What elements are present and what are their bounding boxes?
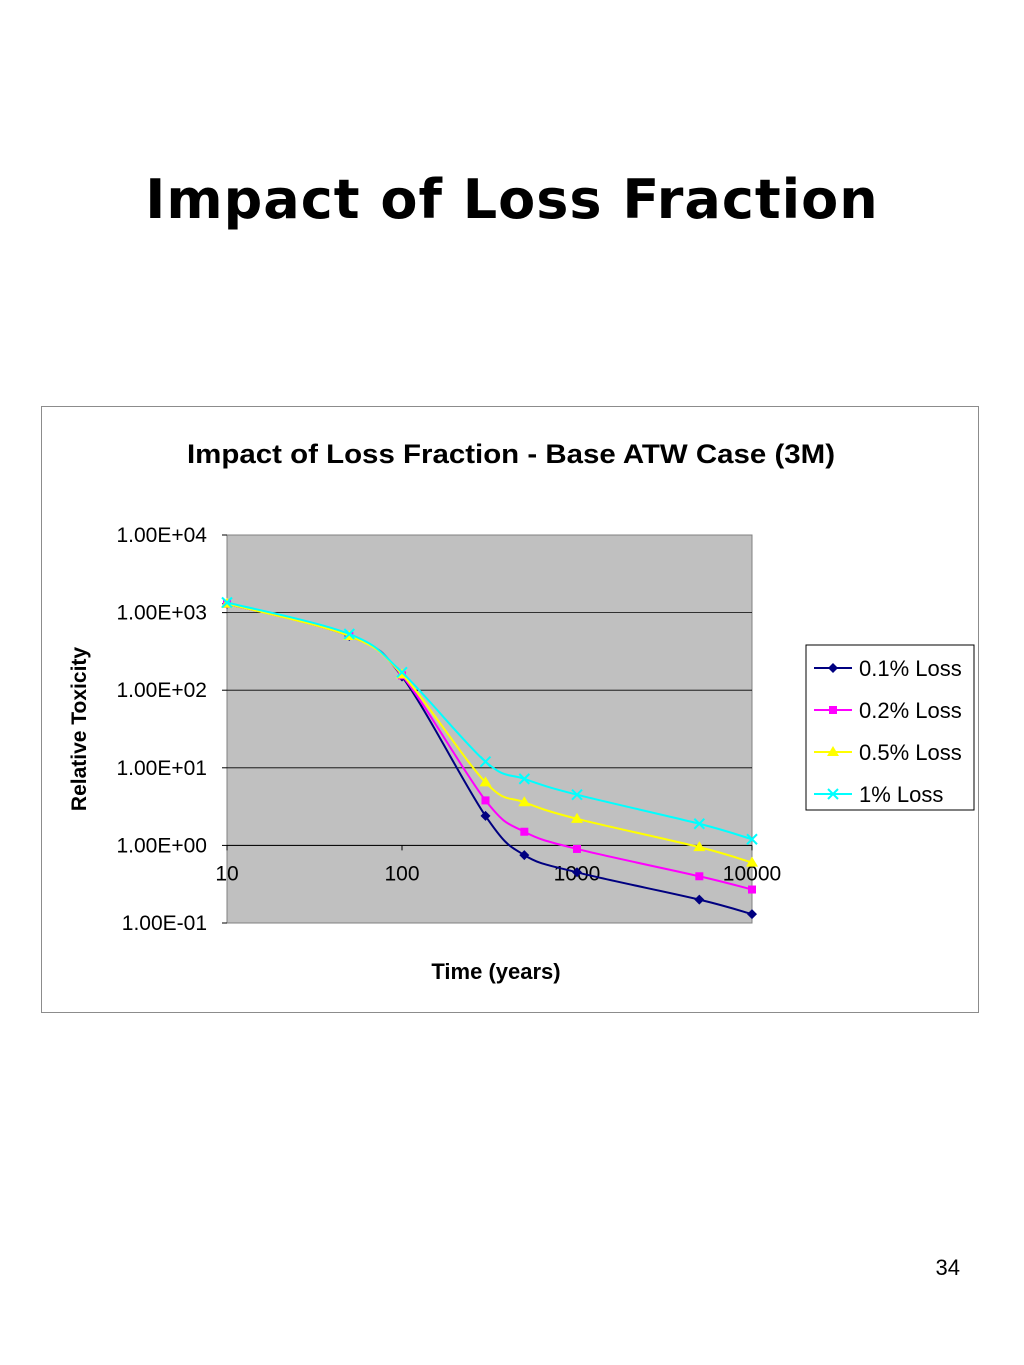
x-tick-label: 10	[215, 862, 238, 885]
x-tick-label: 100	[384, 862, 419, 885]
chart-title: Impact of Loss Fraction - Base ATW Case …	[187, 439, 835, 469]
data-point-series-2	[695, 872, 704, 881]
legend-swatch-marker	[829, 706, 837, 714]
y-tick-label: 1.00E-01	[122, 912, 207, 935]
legend-label: 0.2% Loss	[859, 698, 962, 723]
legend-label: 0.1% Loss	[859, 656, 962, 681]
data-point-series-3	[571, 812, 583, 823]
page-number: 34	[935, 1255, 960, 1280]
data-point-series-4	[221, 596, 233, 609]
legend-label: 1% Loss	[859, 782, 943, 807]
data-point-series-2	[748, 885, 756, 894]
legend-box	[805, 644, 975, 811]
plot-area	[226, 534, 753, 924]
data-point-series-1	[747, 909, 757, 920]
data-point-series-2	[481, 796, 490, 805]
data-point-series-3	[479, 776, 492, 787]
data-point-series-4	[693, 818, 706, 830]
legend-label: 0.5% Loss	[859, 740, 962, 765]
data-point-series-4	[396, 666, 408, 679]
data-point-series-1	[480, 810, 491, 821]
chart-container: Impact of Loss Fraction - Base ATW Case …	[41, 406, 979, 1013]
data-point-series-1	[572, 867, 582, 878]
data-point-series-4	[479, 755, 492, 768]
data-point-series-1	[694, 894, 705, 905]
data-point-series-3	[518, 796, 531, 807]
data-point-series-4	[746, 833, 758, 845]
data-point-series-3	[693, 841, 706, 852]
legend-swatch-marker	[827, 746, 839, 756]
x-axis-title: Time (years)	[431, 959, 560, 984]
y-tick-label: 1.00E+01	[116, 757, 207, 780]
y-tick-label: 1.00E+00	[116, 834, 207, 857]
data-point-series-2	[520, 827, 529, 836]
x-tick-label: 10000	[723, 862, 781, 885]
y-axis-title: Relative Toxicity	[68, 647, 91, 811]
legend-swatch-marker	[827, 788, 839, 800]
slide-title: Impact of Loss Fraction	[145, 168, 879, 231]
y-tick-label: 1.00E+04	[116, 524, 207, 547]
y-tick-label: 1.00E+02	[116, 679, 207, 702]
data-point-series-1	[519, 850, 530, 861]
data-point-series-4	[343, 628, 356, 640]
data-point-series-3	[746, 856, 758, 867]
y-tick-label: 1.00E+03	[116, 602, 207, 625]
data-point-series-4	[571, 789, 583, 801]
line-chart: Impact of Loss Fraction - Base ATW Case …	[68, 439, 975, 984]
legend-swatch-marker	[828, 663, 838, 673]
data-point-series-2	[573, 844, 581, 853]
data-point-series-4	[518, 773, 531, 785]
